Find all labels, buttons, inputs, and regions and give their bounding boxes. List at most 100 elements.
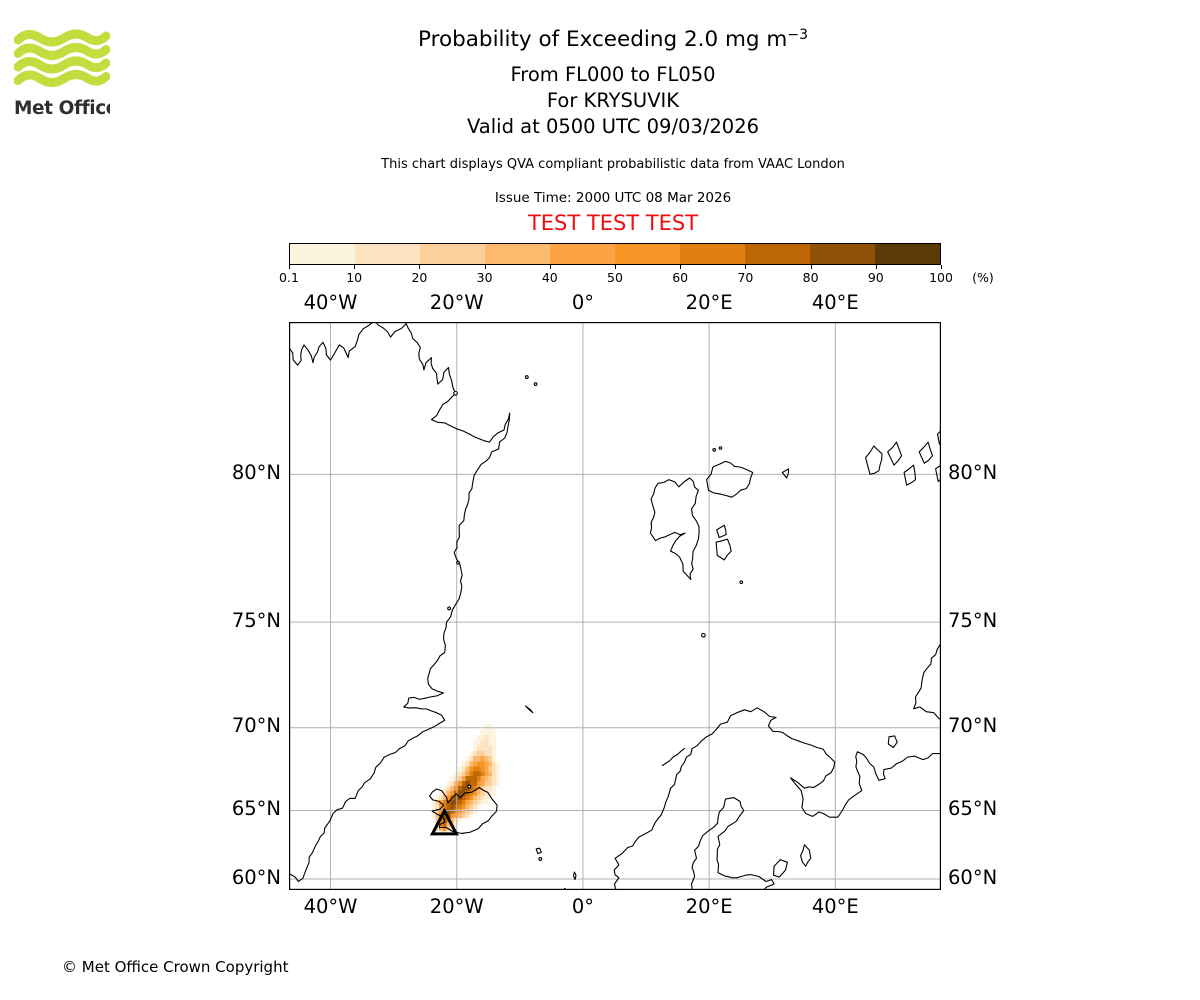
ash-cell [454, 790, 458, 796]
colorbar-tick-label: 80 [802, 270, 819, 285]
ash-cell [442, 826, 447, 831]
ash-cell [465, 771, 470, 777]
ash-cell [473, 745, 477, 751]
coastline-norway-russia-mainland [613, 707, 941, 890]
ash-cell [476, 756, 481, 762]
ash-cell [469, 813, 474, 818]
islet [701, 632, 706, 638]
subtitle-volcano: For KRYSUVIK [546, 89, 680, 112]
x-axis-label-bottom: 20°W [429, 895, 484, 918]
ash-cell [442, 813, 447, 818]
ash-cell [458, 790, 462, 796]
page-title: Probability of Exceeding 2.0 mg m−3 [106, 27, 1120, 52]
ash-cell [476, 735, 481, 741]
ash-cell [461, 776, 466, 782]
coastline-spitsbergen [649, 477, 700, 581]
ash-cell [458, 781, 462, 786]
colorbar-tick [680, 265, 682, 269]
ash-cell [446, 804, 451, 809]
ash-cell [488, 735, 493, 741]
colorbar-tick-label: 40 [541, 270, 558, 285]
ash-cell [435, 826, 440, 831]
ash-cell [480, 785, 485, 791]
ash-cell [492, 761, 496, 767]
colorbar-tick-label: 10 [346, 270, 363, 285]
coastline-faroes [535, 847, 542, 855]
ash-cell [469, 756, 474, 762]
y-axis-label-right: 75°N [948, 608, 998, 632]
subtitle-valid-time: Valid at 0500 UTC 09/03/2026 [466, 115, 760, 138]
ash-cell [488, 756, 493, 762]
chart-header: Probability of Exceeding 2.0 mg m−3 From… [106, 0, 1120, 250]
colorbar-tick-label: 60 [672, 270, 689, 285]
ash-cell [454, 799, 458, 805]
ash-cell [476, 790, 481, 796]
ash-cell [461, 766, 466, 772]
ash-cell [461, 785, 466, 791]
colorbar-tick [419, 265, 421, 269]
ash-cell [446, 795, 451, 800]
ash-cell [461, 799, 466, 805]
ash-cell [492, 756, 496, 762]
ash-cell [476, 766, 481, 772]
map-plot [289, 322, 941, 890]
x-axis-label-bottom: 40°W [303, 895, 358, 918]
ash-cell [484, 761, 489, 767]
ash-cell [465, 809, 470, 814]
ash-cell [480, 756, 485, 762]
ash-cell [450, 781, 455, 786]
logo-wordmark: Met Office [14, 98, 110, 119]
x-axis-label-bottom: 0° [571, 895, 594, 918]
ash-cell [476, 799, 481, 805]
ash-cell [480, 740, 485, 746]
y-axis-label-left: 75°N [231, 608, 281, 632]
ash-cell [446, 790, 451, 796]
title-text: Probability of Exceeding 2.0 mg m [417, 27, 788, 52]
ash-cell [473, 781, 477, 786]
ash-cell [492, 729, 496, 736]
coastline-franz-josef-b [887, 441, 903, 466]
ash-cell [454, 776, 458, 782]
ash-cell [488, 771, 493, 777]
ash-cell [473, 790, 477, 796]
ash-cell [476, 740, 481, 746]
title-superscript: −3 [787, 27, 808, 43]
ash-cell [480, 795, 485, 800]
coastline-kolguyev [887, 735, 898, 749]
ash-cell [473, 766, 477, 772]
y-axis-label-right: 60°N [948, 865, 998, 889]
ash-cell [480, 790, 485, 796]
ash-cell [442, 790, 447, 796]
ash-cell [465, 776, 470, 782]
colorbar-tick-label: 0.1 [279, 270, 299, 285]
ash-cell [450, 776, 455, 782]
x-axis-label-bottom: 40°E [811, 895, 859, 918]
ash-cell [484, 724, 489, 730]
ash-cell [431, 799, 436, 805]
ash-cell [473, 776, 477, 782]
ash-cell [431, 804, 436, 809]
qva-compliance-note: This chart displays QVA compliant probab… [381, 157, 845, 172]
ash-cell [450, 790, 455, 796]
ash-cell [454, 771, 458, 777]
coastline-lofoten [661, 747, 686, 767]
ash-cell [480, 766, 485, 772]
ash-cell [488, 795, 493, 800]
islet [718, 446, 723, 450]
test-banner: TEST TEST TEST [527, 211, 699, 235]
ash-cell [484, 781, 489, 786]
ash-cell [492, 740, 496, 746]
ash-cell [458, 799, 462, 805]
ash-cell [435, 809, 440, 814]
ash-cell [484, 776, 489, 782]
coastline-franz-josef-f [936, 429, 941, 445]
colorbar-tick [875, 265, 877, 269]
ash-cell [473, 804, 477, 809]
ash-cell [469, 761, 474, 767]
colorbar-segment [810, 244, 875, 264]
islet [453, 390, 458, 396]
ash-cell [461, 790, 466, 796]
x-axis-label-top: 40°W [303, 291, 358, 314]
colorbar-segment [875, 244, 940, 264]
islet [712, 448, 717, 452]
